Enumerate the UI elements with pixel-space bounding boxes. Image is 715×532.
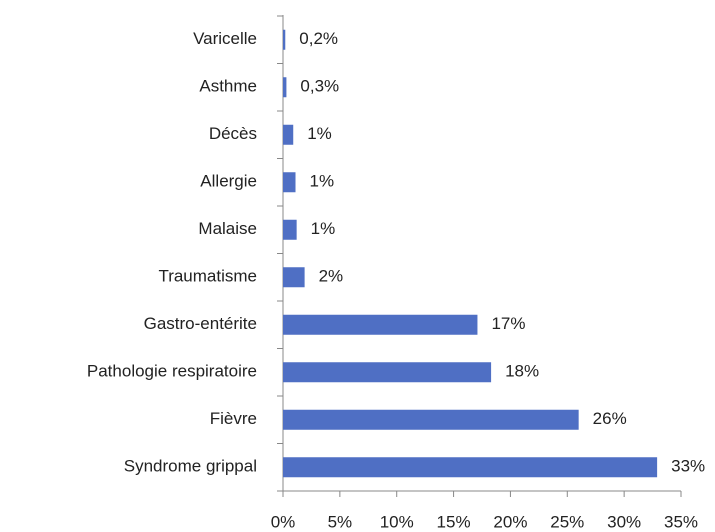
bar bbox=[283, 172, 296, 193]
y-tick-label: Varicelle bbox=[193, 29, 257, 48]
bar bbox=[283, 77, 287, 98]
bar bbox=[283, 124, 294, 145]
x-tick-label: 35% bbox=[664, 512, 698, 531]
value-label: 1% bbox=[310, 172, 335, 191]
value-label: 1% bbox=[311, 219, 336, 238]
x-tick-label: 30% bbox=[607, 512, 641, 531]
value-label: 0,3% bbox=[300, 77, 339, 96]
value-label: 0,2% bbox=[299, 29, 338, 48]
value-label: 17% bbox=[491, 314, 525, 333]
y-tick-label: Asthme bbox=[199, 77, 257, 96]
y-tick-label: Gastro-entérite bbox=[144, 314, 257, 333]
y-tick-label: Malaise bbox=[198, 219, 257, 238]
x-tick-label: 25% bbox=[550, 512, 584, 531]
bar bbox=[283, 409, 579, 430]
y-tick-label: Fièvre bbox=[210, 409, 257, 428]
y-tick-label: Décès bbox=[209, 124, 257, 143]
y-tick-label: Allergie bbox=[200, 172, 257, 191]
bar bbox=[283, 314, 478, 335]
x-tick-label: 0% bbox=[271, 512, 296, 531]
x-tick-label: 5% bbox=[328, 512, 353, 531]
x-tick-label: 20% bbox=[493, 512, 527, 531]
value-label: 26% bbox=[593, 409, 627, 428]
value-label: 2% bbox=[319, 267, 344, 286]
x-tick-label: 10% bbox=[380, 512, 414, 531]
bar bbox=[283, 457, 658, 478]
y-tick-label: Pathologie respiratoire bbox=[87, 362, 257, 381]
x-tick-label: 15% bbox=[437, 512, 471, 531]
value-label: 1% bbox=[307, 124, 332, 143]
bar bbox=[283, 29, 286, 50]
value-label: 33% bbox=[671, 457, 705, 476]
bar bbox=[283, 219, 297, 240]
y-tick-label: Syndrome grippal bbox=[124, 457, 257, 476]
value-label: 18% bbox=[505, 362, 539, 381]
bar bbox=[283, 267, 305, 288]
bar bbox=[283, 362, 492, 383]
y-tick-label: Traumatisme bbox=[158, 267, 257, 286]
